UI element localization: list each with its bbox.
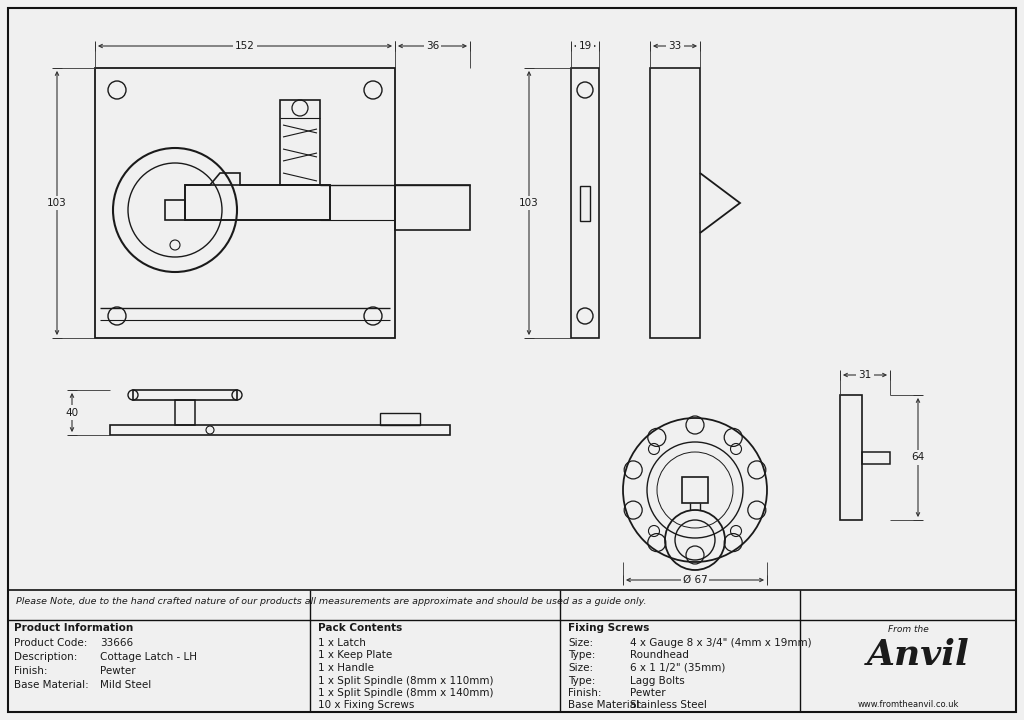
Text: 1 x Handle: 1 x Handle [318,663,374,673]
Bar [682,477,708,503]
Text: Product Information: Product Information [14,623,133,633]
Bar [185,185,330,220]
Bar [95,68,395,338]
Bar [395,185,470,230]
Text: 64: 64 [911,452,925,462]
Bar [175,400,195,425]
Text: Pack Contents: Pack Contents [318,623,402,633]
Text: Base Material:: Base Material: [14,680,89,690]
Text: Anvil: Anvil [866,638,970,672]
Text: 103: 103 [519,198,539,208]
Bar [650,68,700,338]
Text: Ø 67: Ø 67 [683,575,708,585]
Bar [110,425,450,435]
Bar [580,186,590,220]
Text: From the: From the [888,625,929,634]
Text: 36: 36 [426,41,439,51]
Text: 152: 152 [236,41,255,51]
Text: Base Material:: Base Material: [568,701,643,711]
Text: Cottage Latch - LH: Cottage Latch - LH [100,652,197,662]
Bar [380,413,420,425]
Text: www.fromtheanvil.co.uk: www.fromtheanvil.co.uk [857,700,958,709]
Text: Mild Steel: Mild Steel [100,680,152,690]
Text: 4 x Gauge 8 x 3/4" (4mm x 19mm): 4 x Gauge 8 x 3/4" (4mm x 19mm) [630,638,812,648]
Text: 1 x Latch: 1 x Latch [318,638,366,648]
Text: Size:: Size: [568,638,593,648]
Text: 103: 103 [47,198,67,208]
Text: Fixing Screws: Fixing Screws [568,623,649,633]
Text: Roundhead: Roundhead [630,650,689,660]
Text: Type:: Type: [568,675,595,685]
Bar [280,100,319,185]
Bar [133,390,237,400]
Bar [862,451,890,464]
Text: Pewter: Pewter [630,688,666,698]
Text: Pewter: Pewter [100,666,135,676]
Text: Size:: Size: [568,663,593,673]
Text: Finish:: Finish: [14,666,47,676]
Text: Stainless Steel: Stainless Steel [630,701,707,711]
Text: 10 x Fixing Screws: 10 x Fixing Screws [318,701,415,711]
Text: 6 x 1 1/2" (35mm): 6 x 1 1/2" (35mm) [630,663,725,673]
Text: 1 x Keep Plate: 1 x Keep Plate [318,650,392,660]
Text: 1 x Split Spindle (8mm x 110mm): 1 x Split Spindle (8mm x 110mm) [318,675,494,685]
Text: Description:: Description: [14,652,78,662]
Bar [165,200,185,220]
Text: Type:: Type: [568,650,595,660]
Text: 19: 19 [579,41,592,51]
Text: Lagg Bolts: Lagg Bolts [630,675,685,685]
Text: Please Note, due to the hand crafted nature of our products all measurements are: Please Note, due to the hand crafted nat… [16,597,646,606]
Text: 33666: 33666 [100,638,133,648]
Text: Finish:: Finish: [568,688,601,698]
Bar [840,395,862,520]
Text: 40: 40 [66,408,79,418]
Text: 1 x Split Spindle (8mm x 140mm): 1 x Split Spindle (8mm x 140mm) [318,688,494,698]
Text: 33: 33 [669,41,682,51]
Bar [571,68,599,338]
Text: 31: 31 [858,370,871,380]
Text: Product Code:: Product Code: [14,638,87,648]
